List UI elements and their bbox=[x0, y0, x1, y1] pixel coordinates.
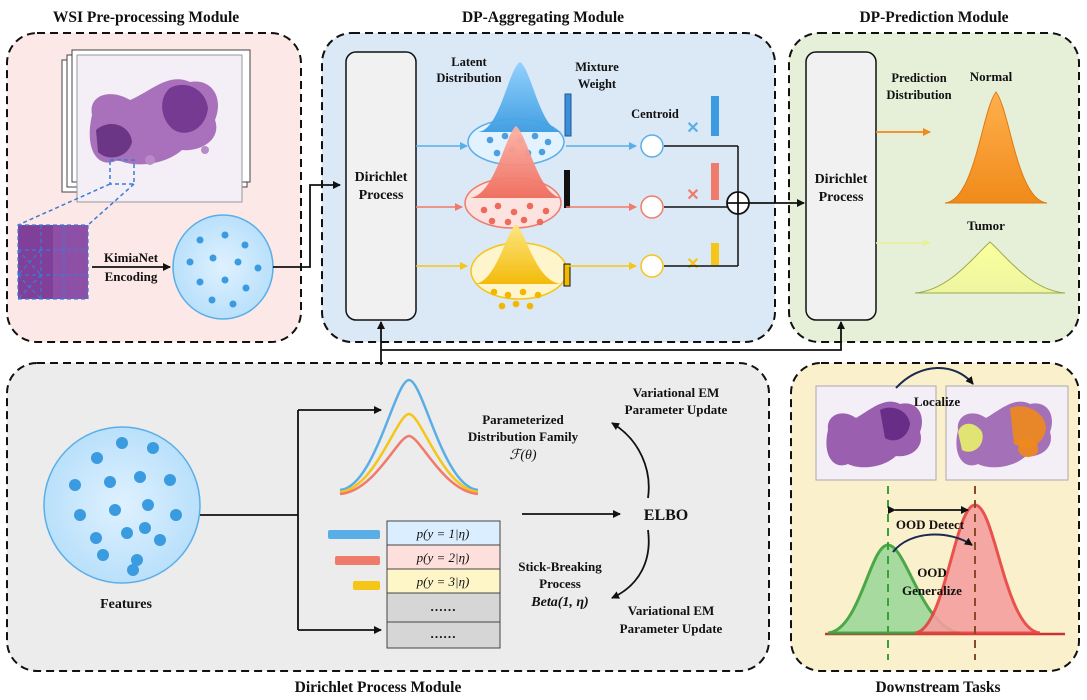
pdf-label-3: ℱ(θ) bbox=[509, 448, 537, 463]
centroid-label: Centroid bbox=[631, 107, 679, 121]
down-module-title: Downstream Tasks bbox=[875, 679, 1000, 696]
pred-dist-label-2: Distribution bbox=[886, 88, 951, 102]
patch-grid bbox=[17, 224, 89, 300]
zoom-line-left bbox=[17, 183, 111, 226]
yellow-mixture-bar bbox=[563, 263, 571, 287]
localize-arrow bbox=[895, 367, 974, 389]
blue-centroid bbox=[640, 134, 664, 158]
tumor-distribution-curve bbox=[914, 241, 1066, 294]
downstream-slide-right bbox=[945, 385, 1069, 481]
encoding-label-2: Encoding bbox=[105, 269, 158, 284]
vem-bot-label-2: Parameter Update bbox=[620, 621, 723, 636]
localize-label: Localize bbox=[914, 394, 960, 409]
vem-top-label-1: Variational EM bbox=[633, 385, 720, 400]
ood-gen-label-2: Generalize bbox=[902, 583, 962, 598]
blue-weight-bar bbox=[711, 96, 719, 136]
elbo-to-stick-arrow bbox=[611, 529, 650, 599]
normal-label: Normal bbox=[970, 69, 1013, 84]
dp-module-title: Dirichlet Process Module bbox=[295, 679, 462, 696]
stick-bar-blue bbox=[328, 530, 380, 539]
ood-generalize-arrow bbox=[892, 533, 973, 553]
yellow-latent-curve bbox=[474, 224, 562, 284]
red-latent-points bbox=[480, 202, 550, 226]
vem-bot-label-1: Variational EM bbox=[628, 603, 715, 618]
blue-multiply-icon: ✕ bbox=[686, 120, 699, 137]
latent-label-1: Latent bbox=[451, 55, 487, 69]
pred-dirichlet-label-2: Process bbox=[819, 190, 864, 205]
stick-breaking-table bbox=[386, 520, 501, 649]
agg-dirichlet-label-1: Dirichlet bbox=[355, 170, 408, 185]
features-circle bbox=[43, 426, 201, 584]
stick-bar-yellow bbox=[353, 581, 380, 590]
agg-dirichlet-label-2: Process bbox=[359, 188, 404, 203]
dp-module-box bbox=[6, 362, 770, 672]
blue-latent-curve bbox=[478, 62, 562, 132]
mixture-label-2: Weight bbox=[578, 77, 617, 91]
wsi-feature-circle bbox=[172, 214, 274, 320]
pred-dirichlet-box bbox=[805, 51, 877, 321]
sb-label-3: Beta(1, η) bbox=[530, 595, 588, 610]
elbo-to-family-arrow bbox=[611, 422, 650, 499]
latent-label-2: Distribution bbox=[436, 71, 501, 85]
stick-row-4: …… bbox=[430, 599, 456, 614]
yellow-latent-points bbox=[490, 288, 542, 310]
ood-gen-label-1: OOD bbox=[917, 565, 947, 580]
mixture-label-1: Mixture bbox=[575, 60, 619, 74]
red-latent-curve bbox=[470, 126, 562, 198]
red-weight-bar bbox=[711, 163, 719, 200]
stick-row-2: p(y = 2|η) bbox=[416, 550, 470, 565]
vem-top-label-2: Parameter Update bbox=[625, 402, 728, 417]
sb-label-2: Process bbox=[539, 576, 581, 591]
tumor-label: Tumor bbox=[967, 218, 1005, 233]
encoding-label-1: KimiaNet bbox=[104, 250, 159, 265]
stick-row-5: …… bbox=[430, 626, 456, 641]
yellow-multiply-icon: ✕ bbox=[686, 256, 699, 273]
agg-module-title: DP-Aggregating Module bbox=[462, 9, 624, 26]
wsi-to-agg-arrow bbox=[273, 181, 341, 268]
zoom-marker bbox=[109, 159, 135, 185]
stick-bar-red bbox=[335, 556, 380, 565]
pred-dirichlet-label-1: Dirichlet bbox=[815, 172, 868, 187]
agg-dirichlet-box bbox=[345, 51, 417, 321]
normal-distribution-curve bbox=[944, 91, 1048, 204]
pred-module-title: DP-Prediction Module bbox=[859, 9, 1008, 26]
sum-icon bbox=[726, 191, 750, 215]
zoom-line-right bbox=[87, 183, 135, 226]
blue-mixture-bar bbox=[564, 93, 572, 137]
stick-row-1: p(y = 1|η) bbox=[416, 526, 470, 541]
dp-to-pred-arrow bbox=[381, 321, 845, 351]
wsi-module-title: WSI Pre-processing Module bbox=[53, 9, 239, 26]
elbo-label: ELBO bbox=[644, 507, 688, 524]
yellow-centroid bbox=[640, 254, 664, 278]
distribution-family-curves bbox=[339, 378, 479, 496]
yellow-weight-bar bbox=[711, 243, 719, 265]
downstream-slide-left bbox=[815, 385, 937, 481]
pdf-label-1: Parameterized bbox=[482, 412, 564, 427]
red-mixture-bar bbox=[564, 170, 570, 208]
stick-row-3: p(y = 3|η) bbox=[416, 574, 470, 589]
red-multiply-icon: ✕ bbox=[686, 187, 699, 204]
red-centroid bbox=[640, 195, 664, 219]
pred-dist-label-1: Prediction bbox=[891, 71, 946, 85]
sb-label-1: Stick-Breaking bbox=[518, 559, 602, 574]
pdf-label-2: Distribution Family bbox=[468, 429, 579, 444]
ood-detect-label: OOD Detect bbox=[896, 517, 965, 532]
features-label: Features bbox=[100, 597, 152, 612]
wsi-slide-stack bbox=[61, 49, 251, 203]
